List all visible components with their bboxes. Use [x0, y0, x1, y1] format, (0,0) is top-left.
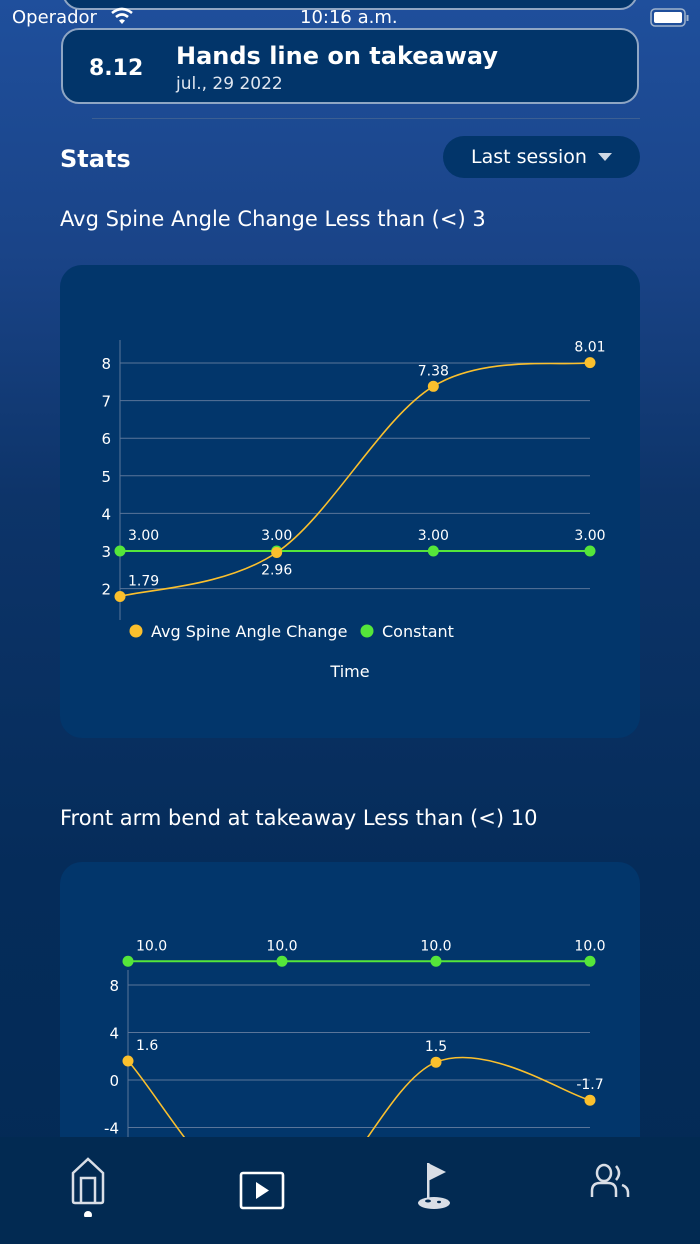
battery-icon — [650, 8, 689, 27]
legend-label: Avg Spine Angle Change — [151, 622, 347, 641]
chart-2-title: Front arm bend at takeaway Less than (<)… — [60, 806, 538, 830]
legend-marker — [129, 624, 143, 638]
drill-card[interactable]: 8.12 Hands line on takeaway jul., 29 202… — [61, 28, 639, 104]
data-point — [584, 357, 596, 369]
data-point — [271, 547, 283, 559]
play-icon — [239, 1171, 285, 1210]
data-point — [122, 1055, 134, 1067]
data-label: 3.00 — [418, 528, 449, 544]
y-tick-label: 0 — [109, 1072, 119, 1090]
data-label: 10.0 — [136, 938, 167, 954]
data-label: 8.01 — [574, 340, 605, 356]
wifi-icon — [111, 7, 133, 24]
data-label: -1.7 — [576, 1077, 603, 1093]
data-label: 2.96 — [261, 563, 292, 579]
data-label: 1.5 — [425, 1039, 447, 1055]
clock: 10:16 a.m. — [300, 7, 398, 28]
data-point — [114, 590, 126, 602]
data-point — [584, 545, 596, 557]
legend-marker — [360, 624, 374, 638]
drill-date: jul., 29 2022 — [176, 74, 283, 94]
y-tick-label: 7 — [101, 393, 111, 411]
y-tick-label: 6 — [101, 430, 111, 448]
tab-courses[interactable] — [406, 1157, 466, 1209]
drill-score: 8.12 — [89, 56, 144, 81]
status-bar: Operador 10:16 a.m. — [0, 0, 700, 36]
chart-1-card: 2 3 4 5 6 7 8 3.00 3.00 3.00 3.00 1.79 2.96 7.38 8.01 A… — [60, 265, 640, 738]
spine-angle-chart: 2 3 4 5 6 7 8 3.00 3.00 3.00 3.00 1.79 2.96 7.38 8.01 A… — [101, 340, 605, 681]
front-arm-chart: -4 0 4 8 10.0 10.0 10.0 10.0 1.6 1.5 -1.7 — [104, 938, 606, 1138]
golf-flag-icon — [418, 1163, 450, 1209]
data-label: 10.0 — [420, 938, 451, 954]
y-tick-label: 3 — [101, 543, 111, 561]
stats-heading: Stats — [60, 145, 131, 173]
data-point — [430, 1056, 442, 1068]
data-point — [114, 545, 126, 557]
tab-home[interactable] — [58, 1157, 118, 1217]
data-label: 3.00 — [261, 528, 292, 544]
data-label: 1.6 — [136, 1038, 158, 1054]
chart-2-card: -4 0 4 8 10.0 10.0 10.0 10.0 1.6 1.5 -1.7 — [60, 862, 640, 1137]
carrier: Operador — [12, 7, 97, 28]
home-icon — [71, 1157, 105, 1217]
session-filter-value: Last session — [471, 146, 587, 168]
legend-label: Constant — [382, 622, 454, 641]
tab-community[interactable] — [582, 1157, 642, 1207]
y-tick-label: 4 — [109, 1025, 119, 1043]
data-label: 7.38 — [418, 363, 449, 379]
caret-down-icon — [598, 153, 612, 161]
tab-videos[interactable] — [232, 1157, 292, 1210]
data-label: 1.79 — [128, 573, 159, 589]
tab-bar — [0, 1137, 700, 1244]
y-tick-label: -4 — [104, 1120, 119, 1138]
series-line — [119, 361, 591, 598]
data-point — [584, 955, 596, 967]
users-icon — [590, 1163, 630, 1197]
data-point — [276, 955, 288, 967]
x-axis-label: Time — [329, 662, 369, 681]
data-label: 3.00 — [128, 528, 159, 544]
data-point — [427, 545, 439, 557]
y-tick-label: 2 — [101, 581, 111, 599]
data-point — [122, 955, 134, 967]
data-label: 10.0 — [574, 938, 605, 954]
series-line — [127, 1056, 591, 1137]
y-tick-label: 8 — [109, 977, 119, 995]
session-filter-dropdown[interactable]: Last session — [443, 136, 640, 178]
drill-title: Hands line on takeaway — [176, 42, 499, 70]
y-tick-label: 4 — [101, 505, 111, 523]
divider — [92, 118, 640, 119]
data-label: 10.0 — [266, 938, 297, 954]
y-tick-label: 5 — [101, 468, 111, 486]
y-tick-label: 8 — [101, 355, 111, 373]
data-point — [427, 380, 439, 392]
data-point — [584, 1094, 596, 1106]
data-point — [430, 955, 442, 967]
chart-1-title: Avg Spine Angle Change Less than (<) 3 — [60, 207, 486, 231]
data-label: 3.00 — [574, 528, 605, 544]
